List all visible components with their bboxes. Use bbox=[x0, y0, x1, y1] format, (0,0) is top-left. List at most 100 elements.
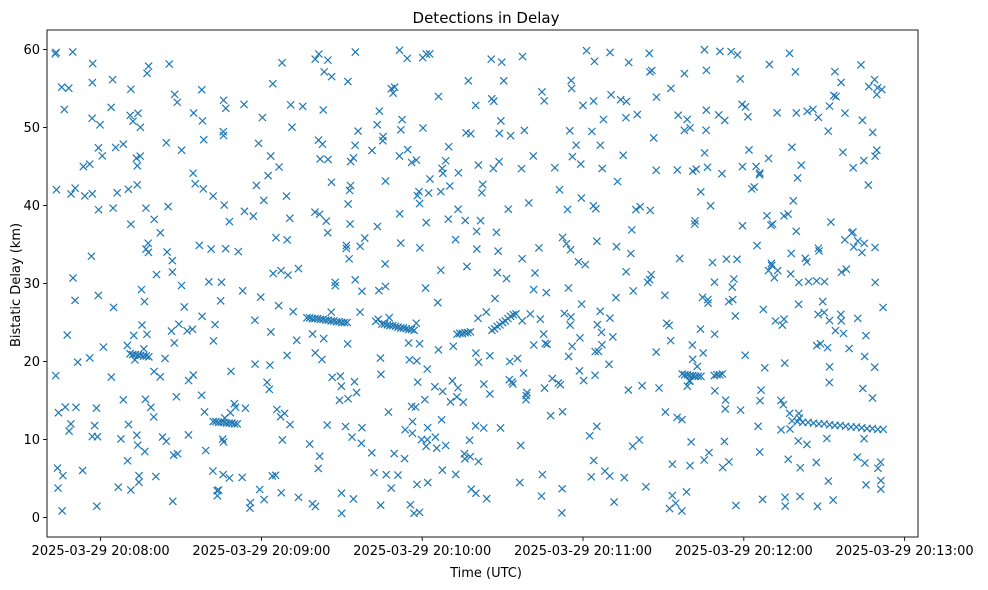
marker-stroke bbox=[596, 307, 605, 316]
marker-stroke bbox=[736, 74, 745, 83]
marker-stroke bbox=[741, 102, 750, 111]
marker-stroke bbox=[433, 298, 442, 307]
clutter-marker bbox=[276, 412, 285, 421]
marker-stroke bbox=[376, 354, 385, 363]
marker-stroke bbox=[116, 434, 125, 443]
marker-stroke bbox=[673, 413, 682, 422]
marker-stroke bbox=[344, 200, 353, 209]
clutter-marker bbox=[688, 355, 697, 364]
marker-stroke bbox=[189, 370, 198, 380]
marker-stroke bbox=[577, 300, 586, 309]
marker-stroke bbox=[831, 326, 840, 335]
marker-stroke bbox=[73, 358, 82, 367]
marker-stroke bbox=[879, 303, 888, 312]
clutter-marker bbox=[139, 344, 148, 353]
marker-stroke bbox=[870, 75, 879, 84]
marker-stroke bbox=[71, 296, 80, 305]
clutter-marker bbox=[495, 157, 504, 166]
marker-stroke bbox=[541, 339, 550, 348]
marker-stroke bbox=[812, 276, 821, 285]
clutter-marker bbox=[405, 355, 414, 364]
marker-stroke bbox=[399, 323, 408, 332]
clutter-marker bbox=[607, 90, 616, 99]
marker-stroke bbox=[853, 314, 862, 323]
clutter-marker bbox=[213, 486, 222, 495]
clutter-marker bbox=[87, 252, 96, 261]
marker-stroke bbox=[611, 293, 620, 302]
marker-stroke bbox=[860, 352, 869, 361]
marker-stroke bbox=[282, 192, 291, 201]
clutter-marker bbox=[825, 102, 834, 111]
track-marker bbox=[388, 321, 397, 330]
clutter-marker bbox=[238, 473, 247, 482]
marker-stroke bbox=[285, 214, 294, 223]
marker-stroke bbox=[724, 297, 733, 306]
clutter-marker bbox=[434, 92, 443, 101]
clutter-marker bbox=[260, 495, 269, 504]
clutter-marker bbox=[342, 244, 351, 253]
marker-stroke bbox=[251, 360, 260, 369]
clutter-marker bbox=[812, 458, 821, 467]
clutter-marker bbox=[271, 233, 280, 242]
marker-stroke bbox=[438, 466, 447, 475]
marker-stroke bbox=[225, 474, 234, 483]
marker-stroke bbox=[822, 434, 831, 443]
marker-stroke bbox=[393, 471, 402, 480]
marker-stroke bbox=[454, 168, 463, 177]
clutter-marker bbox=[71, 403, 81, 412]
clutter-marker bbox=[311, 502, 320, 511]
clutter-marker bbox=[268, 471, 277, 480]
clutter-marker bbox=[757, 386, 766, 395]
clutter-marker bbox=[524, 198, 533, 207]
marker-stroke bbox=[216, 296, 225, 305]
marker-stroke bbox=[327, 308, 336, 317]
marker-stroke bbox=[221, 104, 230, 113]
marker-stroke bbox=[422, 442, 431, 451]
marker-stroke bbox=[294, 264, 303, 273]
marker-stroke bbox=[123, 456, 132, 465]
marker-stroke bbox=[250, 316, 259, 325]
clutter-marker bbox=[479, 423, 488, 432]
clutter-marker bbox=[173, 98, 182, 107]
clutter-marker bbox=[382, 470, 391, 479]
clutter-marker bbox=[343, 339, 352, 348]
marker-stroke bbox=[314, 464, 323, 473]
clutter-marker bbox=[752, 162, 761, 171]
marker-stroke bbox=[864, 181, 873, 190]
clutter-marker bbox=[717, 169, 727, 178]
clutter-marker bbox=[814, 113, 823, 122]
marker-stroke bbox=[314, 49, 323, 59]
clutter-marker bbox=[385, 313, 394, 322]
marker-stroke bbox=[540, 384, 549, 393]
clutter-marker bbox=[133, 180, 142, 189]
marker-stroke bbox=[466, 129, 475, 138]
marker-stroke bbox=[873, 464, 882, 473]
clutter-marker bbox=[225, 217, 234, 226]
clutter-marker bbox=[796, 463, 805, 472]
marker-stroke bbox=[113, 188, 122, 197]
clutter-marker bbox=[738, 162, 747, 171]
clutter-marker bbox=[406, 500, 415, 509]
marker-stroke bbox=[283, 351, 292, 360]
clutter-marker bbox=[472, 245, 481, 254]
marker-stroke bbox=[521, 395, 530, 404]
marker-stroke bbox=[794, 278, 803, 287]
marker-stroke bbox=[324, 155, 333, 164]
marker-stroke bbox=[126, 85, 135, 94]
marker-stroke bbox=[479, 423, 488, 432]
clutter-marker bbox=[255, 485, 264, 494]
marker-stroke bbox=[633, 110, 642, 119]
marker-stroke bbox=[797, 161, 806, 170]
marker-stroke bbox=[704, 448, 714, 457]
clutter-marker bbox=[85, 353, 94, 362]
clutter-marker bbox=[414, 187, 424, 196]
marker-stroke bbox=[263, 378, 272, 387]
clutter-marker bbox=[184, 430, 193, 439]
marker-stroke bbox=[837, 78, 846, 87]
marker-stroke bbox=[802, 440, 811, 449]
clutter-marker bbox=[133, 441, 142, 450]
marker-stroke bbox=[412, 480, 421, 489]
marker-stroke bbox=[645, 275, 654, 284]
marker-stroke bbox=[755, 396, 765, 405]
marker-stroke bbox=[162, 437, 171, 446]
